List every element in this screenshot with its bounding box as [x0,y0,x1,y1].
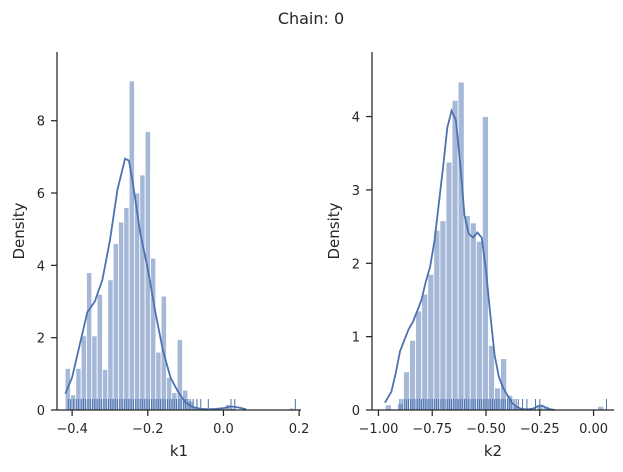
y-axis-label: Density [10,202,28,259]
y-tick-label: 1 [352,331,360,346]
histogram-bar [70,394,77,411]
kde-line [64,157,247,411]
histogram-bar [384,404,392,411]
histogram-bar [80,335,87,411]
histogram-bar [128,80,135,411]
histogram-bars [384,81,605,411]
x-tick-label: 0.00 [579,422,608,437]
rug-marks [67,399,296,410]
x-tick-label: 0.2 [289,422,310,437]
x-tick-label: −0.25 [520,422,560,437]
x-tick-label: −0.75 [412,422,452,437]
histogram-bar [118,221,125,411]
x-tick-label: −0.2 [132,422,164,437]
histogram-bars [64,80,295,411]
histogram-bar [445,161,453,411]
histogram-bar [427,273,435,411]
y-tick-label: 4 [352,111,360,126]
figure-title: Chain: 0 [278,9,344,28]
histogram-bar [107,279,114,411]
x-ticks: −1.00 −0.75 −0.50 −0.25 0.00 [359,410,608,437]
histogram-bar [457,81,465,411]
y-ticks: 0 2 4 6 8 [37,115,57,419]
y-tick-label: 0 [352,404,360,419]
histogram-bar [475,240,483,411]
y-tick-label: 2 [37,332,45,347]
histogram-bar [421,293,429,411]
histogram-bar [123,207,130,411]
y-tick-label: 8 [37,115,45,130]
y-ticks: 0 1 2 3 4 [352,111,372,419]
panel-k2: −1.00 −0.75 −0.50 −0.25 0.00 0 1 2 3 4 k2 Densit… [325,52,614,460]
histogram-bar [488,345,495,411]
histogram-bar [86,272,93,411]
x-tick-label: 0.0 [213,422,234,437]
x-tick-label: −0.4 [56,422,88,437]
histogram-bar [139,174,146,411]
rug-marks [399,399,607,410]
y-axis-label: Density [325,202,343,259]
histogram-bar [150,257,157,411]
y-tick-label: 0 [37,404,45,419]
x-ticks: −0.4 −0.2 0.0 0.2 [56,410,309,437]
y-tick-label: 2 [352,257,360,272]
histogram-bar [415,310,423,411]
histogram-bar [91,335,98,411]
x-axis-label: k1 [170,442,188,460]
histogram-bar [96,293,103,411]
y-tick-label: 4 [37,259,45,274]
x-axis-label: k2 [484,442,502,460]
histogram-bar [102,369,109,411]
histogram-bar [463,215,471,411]
histogram-bar [494,387,501,411]
histogram-bar [433,229,441,411]
panel-k1: −0.4 −0.2 0.0 0.2 0 2 4 6 8 k1 Density [10,52,309,460]
kde-line [384,107,555,411]
x-tick-label: −1.00 [359,422,399,437]
histogram-bar [451,100,459,411]
y-tick-label: 3 [352,184,360,199]
x-tick-label: −0.50 [466,422,506,437]
histogram-bar [112,243,119,411]
histogram-bar [469,222,477,411]
histogram-bar [439,220,447,411]
histogram-bar [176,339,183,411]
histogram-bar [397,402,404,411]
y-tick-label: 6 [37,187,45,202]
